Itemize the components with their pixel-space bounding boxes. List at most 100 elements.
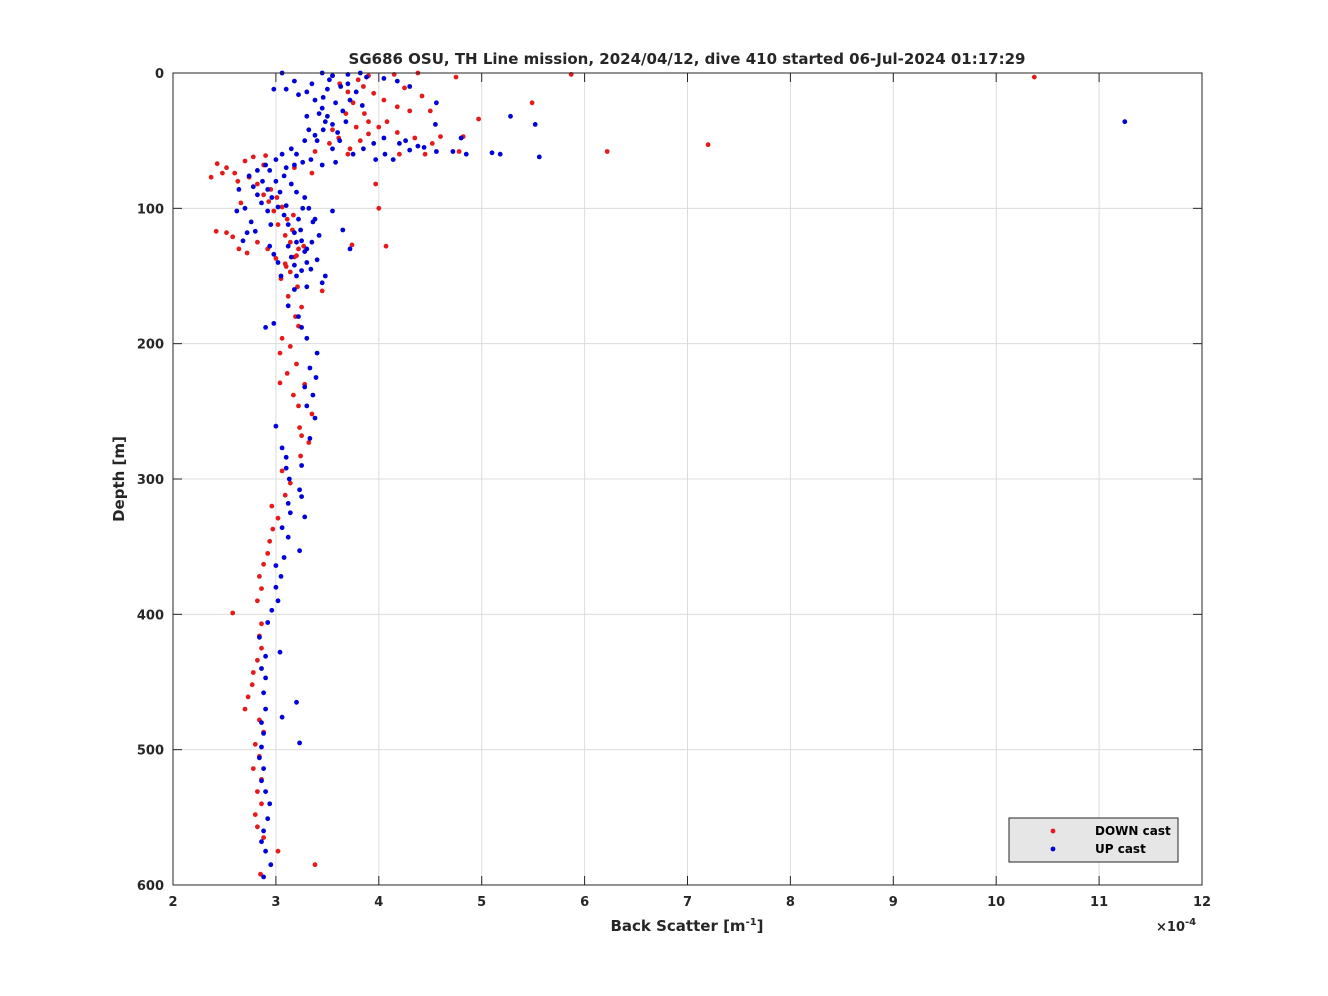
data-point — [284, 371, 290, 376]
data-point — [275, 222, 281, 228]
data-point — [407, 84, 413, 89]
data-point — [261, 828, 266, 834]
data-point — [450, 149, 456, 154]
data-point — [294, 361, 299, 367]
data-point — [291, 212, 296, 218]
data-point — [224, 230, 229, 236]
data-point — [274, 195, 280, 200]
data-point — [456, 149, 462, 154]
x-tick-label: 10 — [987, 895, 1005, 910]
data-point — [250, 766, 256, 771]
data-point — [287, 480, 293, 486]
data-point — [250, 154, 256, 160]
data-point — [261, 766, 266, 771]
data-point — [244, 230, 250, 236]
data-point — [327, 77, 332, 83]
data-point — [338, 84, 344, 89]
data-point — [259, 801, 264, 807]
data-point — [263, 848, 268, 854]
data-point — [292, 230, 297, 236]
data-point — [489, 150, 495, 156]
data-point — [312, 216, 318, 222]
x-axis-label-base: Back Scatter [m — [610, 917, 745, 935]
data-point — [302, 195, 308, 200]
data-point — [361, 146, 366, 152]
data-point — [267, 243, 273, 249]
data-point — [421, 145, 427, 150]
data-point — [240, 238, 246, 244]
x-tick-label: 7 — [683, 895, 692, 910]
data-point — [390, 157, 396, 163]
data-point — [381, 97, 387, 103]
series-up-cast — [234, 70, 1128, 880]
data-point — [330, 122, 335, 127]
data-point — [319, 162, 325, 168]
data-point — [536, 154, 542, 160]
data-point — [302, 384, 308, 390]
data-point — [288, 146, 294, 152]
data-point — [376, 205, 382, 211]
data-point — [532, 122, 538, 127]
data-point — [309, 239, 315, 245]
y-tick-label: 500 — [137, 744, 164, 759]
data-point — [270, 526, 276, 532]
data-point — [296, 314, 301, 319]
data-point — [259, 645, 264, 651]
data-point — [294, 699, 299, 705]
data-point — [298, 453, 303, 459]
data-point — [230, 610, 236, 616]
data-point — [320, 127, 326, 133]
data-point — [304, 89, 310, 95]
data-point — [429, 141, 435, 146]
data-point — [224, 165, 229, 171]
x-tick-label: 5 — [477, 895, 486, 910]
data-point — [347, 97, 353, 103]
data-point — [255, 824, 260, 830]
data-point — [316, 111, 322, 116]
data-point — [285, 293, 291, 299]
data-point — [307, 365, 313, 371]
data-point — [297, 548, 302, 554]
data-point — [273, 423, 279, 429]
y-tick-label: 300 — [137, 473, 164, 488]
data-point — [705, 142, 711, 148]
data-point — [419, 93, 425, 99]
data-point — [412, 135, 418, 141]
data-point — [285, 243, 291, 249]
data-point — [232, 170, 238, 176]
data-point — [422, 151, 428, 157]
data-point — [314, 257, 320, 263]
data-point — [281, 555, 287, 560]
data-point — [230, 234, 236, 240]
data-point — [296, 403, 301, 409]
y-tick-label: 0 — [155, 67, 164, 82]
data-point — [281, 173, 287, 179]
data-point — [394, 130, 400, 135]
data-point — [497, 151, 503, 157]
data-point — [316, 233, 322, 238]
data-point — [325, 86, 330, 92]
data-point — [295, 284, 300, 290]
data-point — [1122, 119, 1128, 125]
data-point — [279, 525, 285, 531]
data-point — [453, 74, 459, 80]
data-point — [288, 254, 294, 260]
legend: DOWN cast UP cast — [1008, 817, 1179, 863]
data-point — [299, 268, 304, 273]
data-point — [246, 173, 252, 179]
data-point — [285, 222, 291, 228]
data-point — [403, 138, 408, 144]
data-point — [279, 151, 285, 157]
data-point — [330, 208, 335, 214]
data-point — [273, 256, 279, 261]
data-point — [337, 138, 343, 144]
data-point — [366, 119, 371, 125]
data-point — [304, 335, 310, 341]
y-axis-label: Depth [m] — [110, 436, 128, 522]
data-point — [298, 227, 303, 233]
data-point — [349, 242, 355, 248]
data-point — [312, 862, 318, 868]
data-point — [275, 515, 281, 521]
legend-box — [1008, 817, 1179, 863]
